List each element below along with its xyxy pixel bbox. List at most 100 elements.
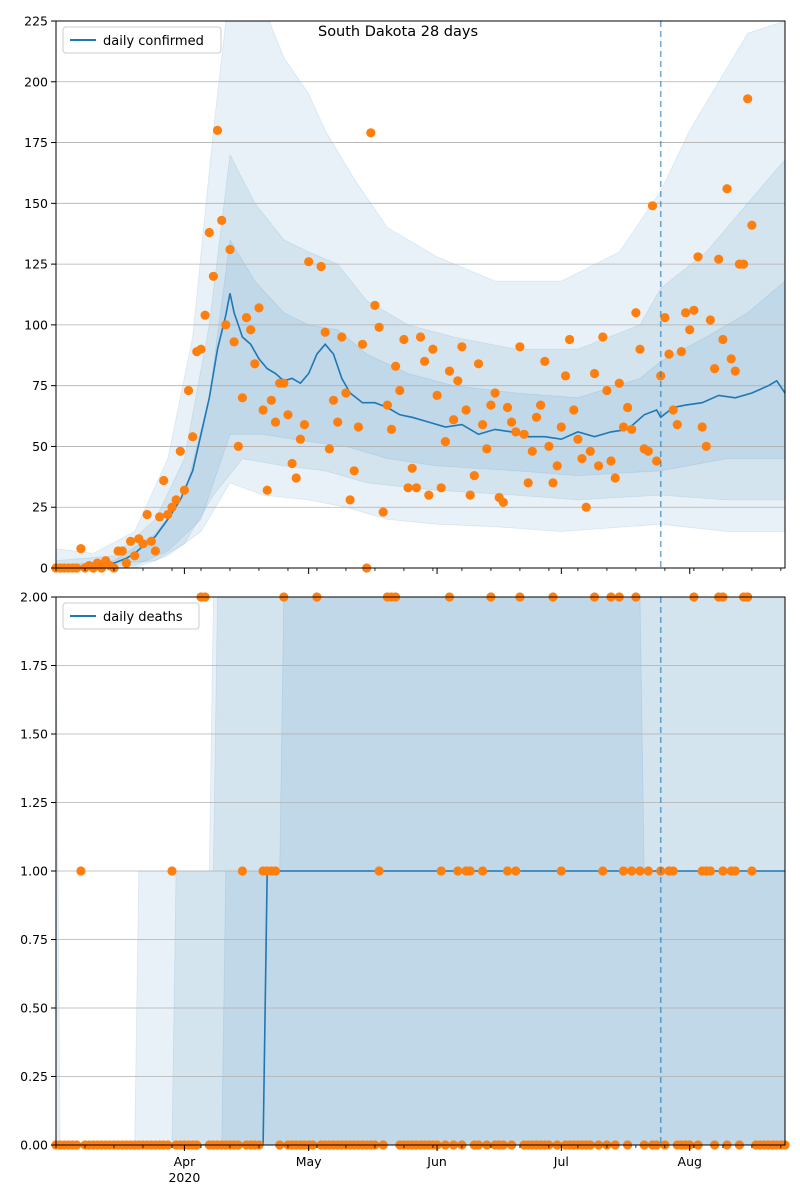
data-point (714, 254, 724, 264)
data-point (726, 354, 736, 364)
axes-frame (55, 20, 786, 569)
deaths-chart: 0.00 0.25 0.50 0.75 1.00 1.25 1.50 1.75 2.00 Apr2… (20, 590, 790, 1185)
legend-box (62, 602, 200, 630)
legend-box (62, 26, 222, 54)
data-point (138, 539, 148, 549)
data-point (685, 325, 695, 335)
data-point (167, 866, 177, 876)
data-point (672, 420, 682, 430)
data-point (130, 551, 140, 561)
data-point (531, 412, 542, 422)
data-point (304, 257, 314, 267)
data-point (722, 184, 732, 194)
data-point (179, 485, 189, 495)
data-point (577, 454, 587, 464)
data-point (320, 327, 330, 337)
data-point (697, 422, 707, 432)
deaths-axes: 0.00 0.25 0.50 0.75 1.00 1.25 1.50 1.75 2.00 Apr2… (20, 590, 786, 1185)
y-tick-label: 225 (24, 14, 48, 29)
data-point (328, 395, 339, 405)
y-tick-label: 75 (32, 378, 48, 393)
data-point (739, 259, 749, 269)
data-point (353, 422, 363, 432)
data-point (693, 252, 703, 262)
data-point (241, 313, 252, 323)
y-tick-label: 0.25 (20, 1069, 48, 1084)
data-point (341, 388, 351, 398)
data-point (117, 546, 127, 556)
data-point (229, 337, 239, 347)
data-point (436, 866, 446, 876)
data-point (250, 359, 260, 369)
data-point (196, 344, 206, 354)
data-point (465, 866, 475, 876)
data-point (270, 417, 281, 427)
data-point (478, 866, 488, 876)
data-point (316, 261, 326, 272)
data-point (565, 334, 575, 345)
data-point (705, 315, 716, 325)
data-point (159, 475, 169, 486)
y-tick-label: 0.50 (20, 1001, 48, 1016)
data-point (606, 456, 616, 466)
data-point (647, 201, 658, 211)
data-point (287, 458, 297, 469)
data-point (171, 495, 181, 505)
data-point (718, 866, 728, 876)
data-point (370, 300, 380, 310)
data-point (395, 385, 405, 396)
data-point (233, 441, 243, 451)
data-point (705, 866, 716, 876)
data-point (399, 334, 409, 345)
data-point (569, 405, 579, 415)
data-point (490, 388, 500, 398)
x-tick-label: May (296, 1154, 322, 1169)
data-point (631, 308, 641, 318)
data-point (527, 446, 537, 456)
data-point (266, 395, 276, 405)
data-point (188, 432, 198, 442)
data-point (614, 378, 624, 388)
data-point (585, 446, 595, 456)
x-tick-label: Jul (553, 1154, 569, 1169)
x-tick-label: Aug (678, 1154, 702, 1169)
data-point (469, 471, 479, 481)
x-tick-label: Jun (426, 1154, 447, 1169)
data-point (76, 544, 86, 554)
data-point (237, 866, 247, 876)
data-point (449, 415, 459, 425)
data-point (486, 400, 496, 410)
data-point (428, 344, 438, 354)
data-point (560, 371, 571, 381)
data-point (635, 344, 645, 354)
confirmed-legend: daily confirmed (62, 26, 222, 54)
data-point (602, 385, 612, 396)
y-tick-label: 1.50 (20, 727, 48, 742)
data-point (324, 444, 334, 454)
data-point (556, 422, 566, 432)
y-tick-label: 0.75 (20, 932, 48, 947)
data-point (279, 378, 289, 388)
data-point (461, 405, 471, 415)
data-point (743, 94, 753, 104)
data-point (701, 441, 711, 451)
data-point (411, 483, 421, 493)
confirmed-line (56, 293, 785, 568)
y-tick-label: 100 (24, 317, 48, 332)
data-point (581, 502, 591, 512)
data-point (473, 359, 484, 369)
chart-title: South Dakota 28 days (318, 24, 478, 40)
data-point (374, 866, 384, 876)
y-tick-label: 125 (24, 257, 48, 272)
data-point (225, 244, 235, 255)
data-point (155, 512, 165, 522)
data-point (635, 866, 645, 876)
data-point (221, 320, 231, 330)
data-point (618, 422, 629, 432)
data-point (710, 364, 720, 374)
data-point (295, 434, 305, 444)
data-point (440, 437, 450, 447)
data-point (175, 446, 185, 456)
legend-label: daily confirmed (103, 34, 204, 49)
